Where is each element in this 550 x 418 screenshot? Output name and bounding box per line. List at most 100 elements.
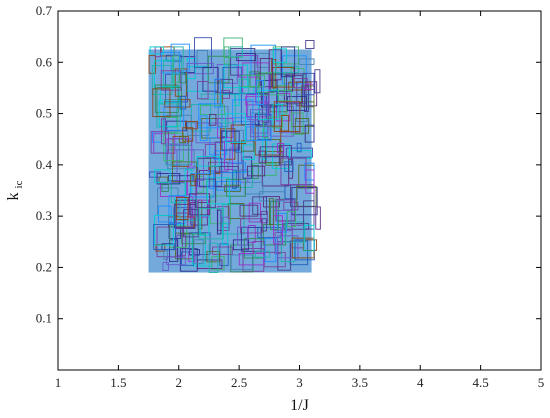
data-box — [154, 169, 171, 183]
data-box — [182, 127, 194, 142]
y-tick-label: 0.2 — [36, 259, 52, 274]
data-box — [241, 74, 265, 88]
data-box — [150, 131, 169, 154]
data-box — [258, 150, 267, 164]
data-box — [261, 218, 267, 232]
y-tick-label: 0.5 — [36, 106, 52, 121]
data-box — [190, 174, 196, 187]
x-tick-label: 1 — [55, 375, 62, 390]
data-box — [280, 46, 296, 78]
x-tick-label: 3 — [296, 375, 303, 390]
data-box — [240, 226, 262, 252]
data-box — [163, 132, 184, 162]
data-box — [232, 239, 249, 251]
data-box — [163, 105, 185, 131]
data-box — [220, 162, 246, 174]
data-box — [238, 55, 259, 78]
data-box — [315, 206, 321, 230]
data-box — [286, 73, 307, 105]
data-box — [154, 84, 179, 113]
data-box — [160, 118, 166, 145]
data-box — [179, 95, 187, 110]
data-box — [173, 203, 196, 229]
data-box — [193, 239, 204, 264]
data-box — [206, 251, 220, 263]
data-box — [226, 178, 246, 197]
data-box — [286, 96, 307, 111]
data-box — [255, 80, 264, 106]
data-box — [224, 140, 233, 171]
data-box — [158, 205, 172, 223]
data-box — [207, 55, 230, 84]
data-box — [291, 186, 318, 216]
data-box — [275, 65, 300, 73]
y-axis-label-subscript: ic — [13, 180, 25, 188]
y-tick-label: 0.1 — [36, 311, 52, 326]
data-box — [252, 196, 267, 215]
data-box — [221, 216, 230, 228]
data-box — [209, 195, 231, 225]
data-box — [229, 46, 243, 58]
data-box — [175, 212, 189, 229]
data-box — [292, 78, 308, 89]
data-box — [188, 196, 194, 218]
data-box — [258, 191, 285, 202]
x-tick-label: 2.5 — [231, 375, 247, 390]
data-box — [303, 200, 315, 230]
data-box — [264, 238, 277, 263]
data-box — [197, 81, 209, 100]
data-box — [199, 215, 210, 236]
data-box — [242, 144, 255, 160]
data-box — [199, 115, 208, 142]
tick-marks — [57, 10, 542, 370]
data-box — [273, 215, 283, 245]
data-box — [232, 99, 254, 119]
data-box — [242, 156, 253, 179]
data-box — [159, 181, 187, 198]
data-box — [176, 149, 204, 181]
data-box — [208, 242, 219, 273]
data-box — [198, 208, 224, 240]
x-axis-label: 1/J — [290, 397, 309, 414]
x-tick-label: 4.5 — [473, 375, 489, 390]
data-box — [289, 240, 309, 266]
data-box — [277, 143, 285, 154]
y-axis-label-main: k — [5, 192, 22, 200]
x-tick-label: 1.5 — [110, 375, 126, 390]
y-axis-label: k ic — [5, 180, 25, 200]
data-box — [302, 239, 318, 251]
data-box — [240, 218, 263, 234]
data-box — [248, 202, 261, 223]
data-box — [255, 250, 271, 258]
data-box — [281, 115, 290, 132]
y-tick-label: 0.4 — [36, 157, 53, 172]
data-box — [256, 73, 275, 94]
data-box — [214, 166, 239, 188]
data-box — [153, 224, 177, 250]
data-box — [244, 181, 264, 195]
data-box — [273, 101, 301, 132]
data-box — [223, 46, 230, 65]
data-box — [160, 70, 182, 91]
data-box — [185, 120, 198, 130]
data-box — [283, 223, 310, 230]
data-box — [222, 222, 229, 246]
data-box — [237, 226, 248, 246]
data-box — [162, 262, 169, 271]
data-box — [272, 48, 288, 63]
data-box — [224, 184, 241, 193]
data-box — [212, 246, 233, 255]
data-box — [206, 177, 230, 205]
data-box — [291, 112, 304, 135]
data-box — [204, 143, 217, 158]
data-box — [247, 225, 256, 243]
data-box — [195, 178, 216, 208]
data-box — [166, 256, 186, 266]
data-box — [304, 84, 309, 112]
data-box — [296, 142, 302, 153]
data-box — [156, 173, 181, 185]
data-box — [261, 93, 270, 124]
data-box — [268, 198, 274, 225]
data-box — [197, 157, 223, 187]
